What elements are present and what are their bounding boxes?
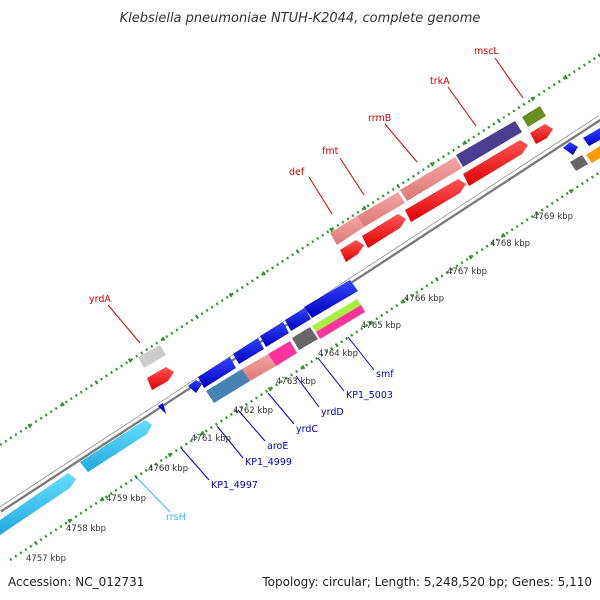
gene-label: def bbox=[289, 167, 305, 178]
feature-edge-blue-2 bbox=[563, 142, 578, 155]
feature-trkA-cds bbox=[463, 140, 528, 186]
kbp-label: 4764 kbp bbox=[318, 349, 358, 359]
feature-magenta-2 bbox=[316, 305, 365, 339]
connector-fmt bbox=[339, 157, 365, 196]
genome-summary-text: Topology: circular; Length: 5,248,520 bp… bbox=[261, 575, 592, 589]
feature-rrsH-1 bbox=[0, 473, 76, 535]
feature-rrmB-cds bbox=[405, 179, 466, 222]
feature-def-gene bbox=[330, 216, 364, 245]
kbp-label: 4768 kbp bbox=[490, 239, 530, 249]
feature-KP1_4999 bbox=[198, 357, 236, 388]
feature-yrdA-gray bbox=[138, 345, 166, 368]
gene-label: rrsH bbox=[166, 512, 186, 523]
feature-fmt-cds bbox=[362, 214, 406, 248]
feature-steel bbox=[206, 369, 250, 403]
kbp-label: 4760 kbp bbox=[148, 464, 188, 474]
feature-pink-2 bbox=[242, 354, 276, 381]
forward-gene-labels: yrdA def fmt rrmB trkA mscL bbox=[89, 46, 499, 305]
connector-yrdD bbox=[295, 375, 320, 408]
connector-aroE bbox=[237, 409, 266, 442]
map-title: Klebsiella pneumoniae NTUH-K2044, comple… bbox=[120, 11, 481, 26]
gene-label: yrdD bbox=[321, 407, 344, 418]
reverse-gene-labels: rrsH KP1_4997 KP1_4999 aroE yrdC yrdD KP… bbox=[166, 369, 394, 523]
feature-magenta bbox=[268, 341, 297, 366]
kbp-label: 4769 kbp bbox=[533, 212, 573, 222]
feature-trkA-gene bbox=[456, 121, 522, 167]
feature-rrmB-gene bbox=[400, 157, 462, 201]
forward-features bbox=[138, 106, 600, 390]
gene-label: trkA bbox=[430, 76, 450, 87]
gene-label: KP1_5003 bbox=[346, 390, 393, 401]
feature-yrdC bbox=[260, 322, 289, 347]
connector-yrdA bbox=[107, 304, 141, 344]
label-connectors bbox=[107, 57, 524, 513]
feature-small-blue bbox=[158, 403, 166, 414]
gene-label: mscL bbox=[474, 46, 499, 57]
kbp-label: 4758 kbp bbox=[66, 524, 106, 534]
connector-KP1_4999 bbox=[216, 425, 244, 459]
kbp-label: 4757 kbp bbox=[26, 554, 66, 564]
feature-edge-gray bbox=[570, 155, 588, 171]
connector-smf bbox=[347, 336, 375, 371]
connector-yrdC bbox=[267, 392, 295, 425]
kbp-label: 4767 kbp bbox=[447, 267, 487, 277]
gene-label: KP1_4997 bbox=[211, 480, 258, 491]
connector-def bbox=[308, 176, 333, 215]
kbp-label: 4765 kbp bbox=[361, 321, 401, 331]
gene-label: KP1_4999 bbox=[245, 457, 292, 468]
accession-text: Accession: NC_012731 bbox=[8, 575, 144, 589]
gene-label: aroE bbox=[267, 441, 288, 452]
kbp-label: 4761 kbp bbox=[191, 434, 231, 444]
feature-yrdA-cds bbox=[147, 367, 174, 390]
connector-mscL bbox=[494, 57, 524, 99]
feature-KP1_5003 bbox=[304, 280, 358, 318]
feature-rrsH-2 bbox=[80, 420, 152, 472]
connector-KP1_5003 bbox=[317, 357, 345, 392]
gene-label: yrdA bbox=[89, 294, 111, 305]
connector-rrmB bbox=[384, 123, 418, 163]
feature-fmt-gene bbox=[357, 192, 405, 227]
connector-KP1_4997 bbox=[180, 447, 210, 481]
feature-mscL-gene bbox=[522, 106, 546, 127]
feature-edge-blue-1 bbox=[583, 128, 600, 146]
gene-label: yrdC bbox=[296, 424, 318, 435]
gene-label: fmt bbox=[322, 146, 339, 157]
kbp-label: 4763 kbp bbox=[276, 377, 316, 387]
gene-label: rrmB bbox=[368, 113, 391, 124]
kbp-label: 4766 kbp bbox=[404, 294, 444, 304]
gene-label: smf bbox=[376, 369, 394, 380]
feature-def-cds bbox=[340, 240, 364, 262]
feature-edge-orange bbox=[586, 146, 600, 163]
kbp-label: 4759 kbp bbox=[106, 494, 146, 504]
inner-tick-track bbox=[9, 170, 600, 562]
connector-trkA bbox=[447, 86, 477, 127]
kbp-scale: 4757 kbp 4758 kbp 4759 kbp 4760 kbp 4761… bbox=[26, 212, 573, 564]
kbp-label: 4762 kbp bbox=[233, 406, 273, 416]
feature-aroE bbox=[233, 338, 264, 364]
feature-darkgray bbox=[292, 327, 318, 350]
feature-yrdD bbox=[285, 308, 311, 331]
feature-KP1_4997 bbox=[188, 380, 202, 393]
feature-lime bbox=[312, 299, 361, 332]
reverse-features bbox=[0, 280, 365, 535]
connector-rrsH bbox=[136, 477, 171, 513]
feature-mscL-cds bbox=[530, 124, 553, 144]
